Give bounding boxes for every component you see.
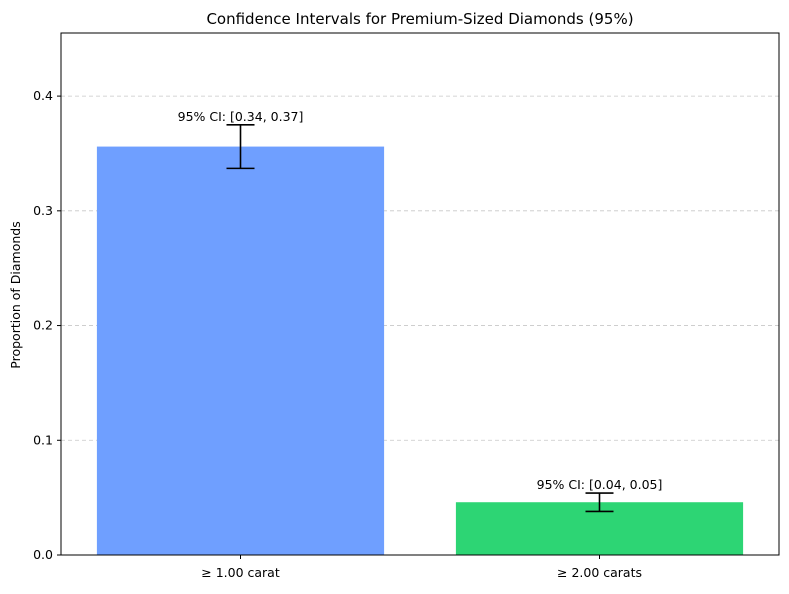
bar: [96, 146, 385, 556]
bar-layer: [96, 146, 744, 556]
x-tick-label: ≥ 2.00 carats: [557, 565, 642, 580]
y-tick-layer: 0.0 0.1 0.2 0.3 0.4: [33, 88, 61, 562]
y-tick-label: 0.3: [33, 203, 53, 218]
y-tick-label: 0.1: [33, 432, 53, 447]
y-tick-label: 0.0: [33, 547, 53, 562]
x-tick-layer: ≥ 1.00 carat ≥ 2.00 carats: [201, 555, 642, 580]
errorbar-layer: [226, 123, 614, 513]
chart-title: Confidence Intervals for Premium-Sized D…: [206, 10, 633, 28]
ci-annotation: 95% CI: [0.04, 0.05]: [537, 477, 663, 492]
ci-annotation: 95% CI: [0.34, 0.37]: [178, 109, 304, 124]
y-axis-label: Proportion of Diamonds: [8, 221, 23, 368]
y-tick-label: 0.4: [33, 88, 53, 103]
annotation-layer: 95% CI: [0.34, 0.37] 95% CI: [0.04, 0.05]: [178, 109, 663, 492]
x-tick-label: ≥ 1.00 carat: [201, 565, 280, 580]
plot-frame: [60, 32, 780, 556]
y-tick-label: 0.2: [33, 318, 53, 333]
